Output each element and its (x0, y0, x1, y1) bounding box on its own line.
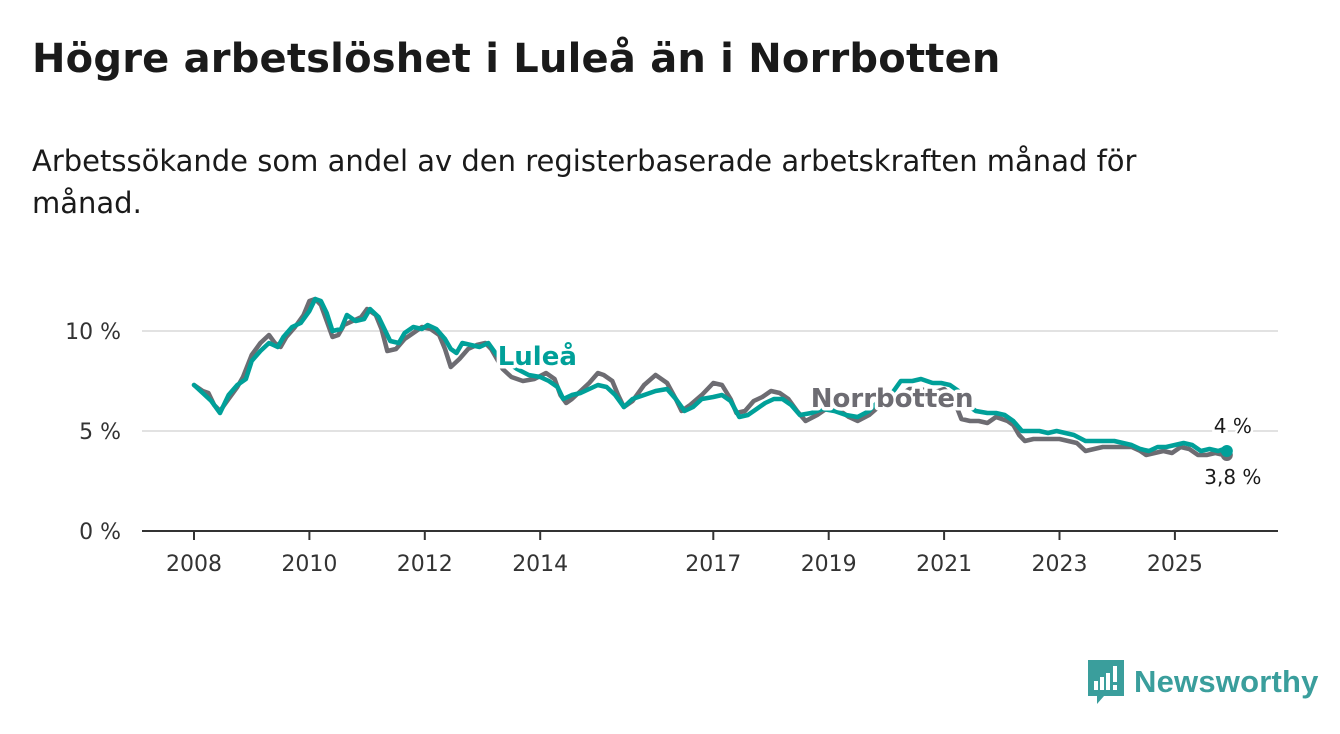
newsworthy-logo-icon (1088, 660, 1124, 704)
x-tick-label: 2017 (685, 552, 741, 577)
x-tick-label: 2019 (801, 552, 857, 577)
x-tick-label: 2008 (166, 552, 222, 577)
x-tick-label: 2025 (1147, 552, 1203, 577)
series-label: Luleå (498, 340, 577, 372)
x-tick-label: 2012 (397, 552, 453, 577)
y-tick-label: 5 % (79, 420, 121, 445)
brand-name: Newsworthy (1134, 664, 1319, 699)
end-value-label: 3,8 % (1204, 465, 1261, 489)
x-tick-label: 2010 (281, 552, 337, 577)
chart-title: Högre arbetslöshet i Luleå än i Norrbott… (32, 36, 1001, 82)
series-line-lule (191, 296, 1230, 454)
end-value-label: 4 % (1214, 414, 1252, 438)
chart-subtitle: Arbetssökande som andel av den registerb… (32, 144, 1137, 220)
grid-lines (142, 330, 1278, 432)
annotations: 3,8 % 4 % Luleå Norrbotten (494, 337, 1264, 492)
axes: 0 % 5 % 10 % 2008 2010 2012 2014 2017 2019 2021 20… (65, 320, 1278, 577)
series-lines (191, 296, 1233, 461)
y-tick-label: 10 % (65, 320, 121, 345)
y-tick-label: 0 % (79, 520, 121, 545)
brand-logo: Newsworthy (1088, 660, 1319, 704)
x-tick-label: 2014 (512, 552, 568, 577)
end-point-marker (1220, 445, 1233, 457)
series-label: Norrbotten (811, 384, 974, 414)
line-chart: 3,8 % 4 % Luleå Norrbotten 0 % 5 % 10 % 2008 20… (65, 296, 1278, 577)
x-tick-label: 2021 (916, 552, 972, 577)
x-tick-label: 2023 (1032, 552, 1088, 577)
